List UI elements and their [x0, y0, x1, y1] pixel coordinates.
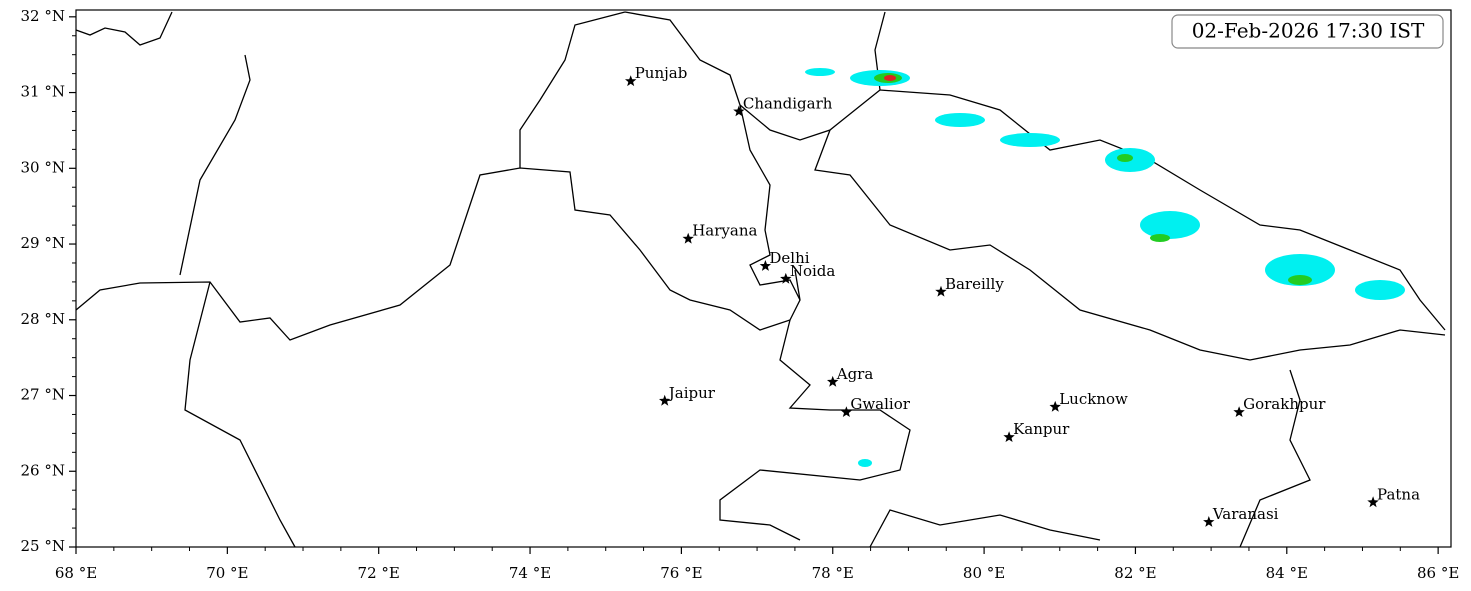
timestamp: 02-Feb-2026 17:30 IST — [1192, 19, 1425, 43]
border — [75, 11, 173, 46]
city-label: Kanpur — [1013, 420, 1070, 438]
border — [719, 319, 911, 541]
city-marker — [659, 394, 671, 406]
city-marker — [1003, 431, 1015, 442]
city-label: Gorakhpur — [1243, 395, 1326, 413]
rain-area — [1265, 254, 1335, 286]
x-tick-label: 80 °E — [963, 564, 1005, 582]
y-tick-label: 25 °N — [21, 537, 65, 555]
city-label: Agra — [836, 365, 874, 383]
x-tick-label: 86 °E — [1417, 564, 1459, 582]
rain-area — [884, 75, 896, 81]
plot-frame — [75, 9, 1452, 548]
border — [184, 281, 296, 548]
x-tick-label: 84 °E — [1266, 564, 1308, 582]
borders — [75, 11, 1446, 548]
city-marker — [733, 105, 745, 117]
rain-area — [805, 68, 835, 76]
rain-area — [1140, 211, 1200, 239]
border — [1239, 369, 1311, 548]
city-marker — [780, 272, 792, 284]
annotation-box — [1171, 14, 1444, 49]
x-tick-label: 82 °E — [1114, 564, 1156, 582]
city-label: Varanasi — [1212, 505, 1279, 523]
y-tick-label: 30 °N — [21, 158, 65, 176]
y-tick-label: 28 °N — [21, 310, 65, 328]
y-tick-label: 26 °N — [21, 461, 65, 479]
city-marker — [840, 406, 853, 417]
border — [814, 129, 1446, 361]
city-marker — [625, 75, 637, 87]
city-label: Lucknow — [1059, 390, 1128, 408]
border — [869, 509, 1101, 548]
city-marker — [1233, 406, 1245, 417]
city-label: Jaipur — [667, 384, 716, 402]
border — [179, 54, 251, 276]
city-label: Bareilly — [945, 275, 1004, 293]
rain-area — [935, 113, 985, 127]
rain-area — [1150, 234, 1170, 242]
x-tick-label: 68 °E — [55, 564, 97, 582]
x-tick-label: 74 °E — [509, 564, 551, 582]
city-label: Chandigarh — [743, 94, 833, 112]
city-marker — [935, 285, 947, 297]
city-label: Noida — [790, 262, 836, 280]
city-marker — [1049, 400, 1061, 412]
city-label: Patna — [1377, 485, 1420, 503]
x-tick-label: 78 °E — [812, 564, 854, 582]
city-marker — [759, 260, 772, 271]
y-tick-label: 31 °N — [21, 83, 65, 101]
x-tick-label: 76 °E — [660, 564, 702, 582]
rain-area — [1117, 154, 1133, 162]
rain-area — [1000, 133, 1060, 147]
city-label: Punjab — [635, 64, 688, 82]
rain-area — [1355, 280, 1405, 300]
city-marker — [1367, 496, 1379, 508]
city-marker — [827, 375, 839, 387]
city-label: Haryana — [692, 222, 757, 240]
border — [739, 104, 801, 301]
x-tick-label: 70 °E — [206, 564, 248, 582]
y-tick-label: 32 °N — [21, 7, 65, 25]
city-marker — [1203, 516, 1215, 527]
city-label: Delhi — [769, 249, 809, 267]
rain-area — [1288, 275, 1312, 285]
x-tick-label: 72 °E — [358, 564, 400, 582]
city-label: Gwalior — [850, 395, 910, 413]
rain-area — [858, 459, 872, 467]
y-tick-label: 29 °N — [21, 234, 65, 252]
city-marker — [682, 232, 694, 244]
y-tick-label: 27 °N — [21, 386, 65, 404]
rain-contours — [805, 68, 1405, 467]
border — [519, 11, 626, 168]
border — [879, 89, 1446, 331]
